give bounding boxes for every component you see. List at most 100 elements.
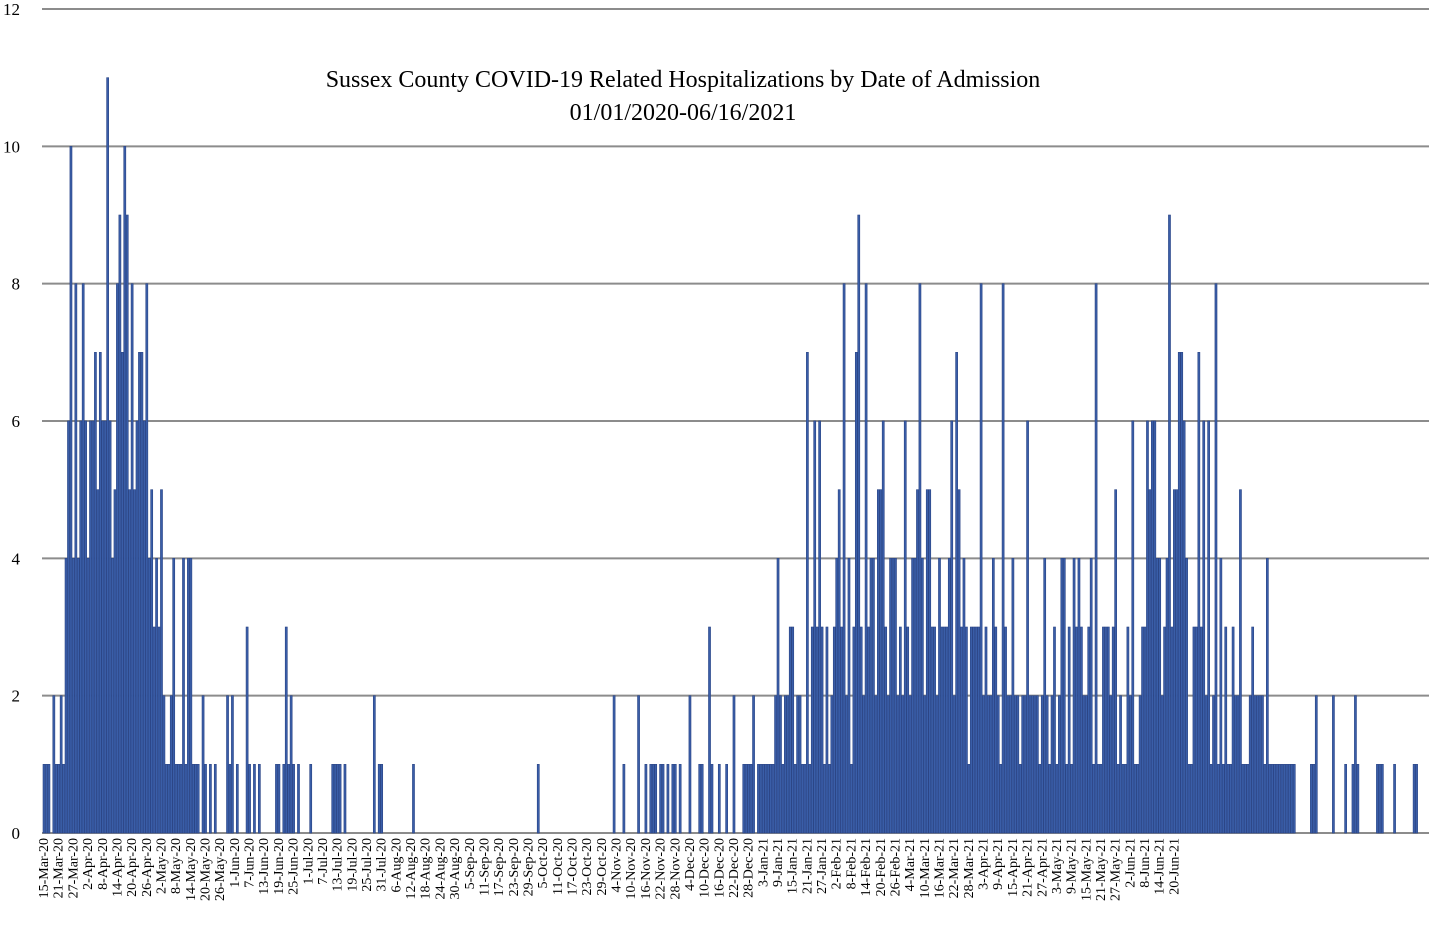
x-tick-label: 30-Aug-20 — [448, 838, 463, 899]
bar — [277, 764, 281, 834]
bar — [862, 695, 865, 834]
bar — [957, 489, 961, 834]
bar — [1055, 764, 1059, 834]
bar — [182, 558, 185, 834]
bar — [184, 764, 188, 834]
bar — [140, 352, 144, 834]
bar — [1310, 764, 1313, 834]
bar — [1393, 764, 1396, 834]
bar — [67, 420, 70, 834]
x-tick-label: 8-Jun-21 — [1138, 838, 1153, 888]
bar — [1170, 626, 1174, 834]
bar — [76, 558, 80, 834]
bar — [921, 558, 924, 834]
bar — [1219, 558, 1223, 834]
bar — [1217, 764, 1220, 834]
bar — [830, 695, 834, 834]
bar — [1092, 764, 1095, 834]
bar — [187, 558, 190, 834]
bar — [160, 489, 163, 834]
bar — [235, 764, 239, 834]
bar — [338, 764, 342, 834]
bar — [1192, 626, 1196, 834]
bar — [925, 489, 929, 834]
x-tick-label: 22-Dec-20 — [727, 838, 742, 898]
bar — [1221, 764, 1225, 834]
bar — [135, 420, 139, 834]
bar — [1009, 695, 1012, 834]
bar — [965, 626, 968, 834]
x-tick-label: 6-Aug-20 — [389, 838, 404, 892]
bar — [128, 489, 132, 834]
bar — [1381, 764, 1384, 834]
bar — [145, 283, 149, 834]
bar — [999, 764, 1003, 834]
bar — [72, 558, 75, 834]
bar — [820, 626, 824, 834]
bar — [1256, 695, 1259, 834]
bar — [857, 214, 861, 834]
bar — [1376, 764, 1379, 834]
bar — [331, 764, 335, 834]
bar — [138, 352, 141, 834]
bar — [1097, 764, 1100, 834]
bar — [960, 626, 963, 834]
bar — [943, 626, 946, 834]
bar — [1236, 695, 1240, 834]
bar — [1241, 764, 1245, 834]
bar — [155, 558, 158, 834]
x-tick-label: 14-May-20 — [184, 838, 199, 901]
bar — [659, 764, 662, 834]
bar — [955, 352, 958, 834]
bar — [1155, 558, 1159, 834]
bar — [1204, 695, 1208, 834]
x-tick-label: 1-Jul-20 — [301, 838, 316, 885]
bar — [1182, 420, 1186, 834]
bar — [1133, 764, 1137, 834]
y-tick-label: 2 — [12, 687, 21, 706]
bar — [1234, 695, 1237, 834]
bar — [872, 558, 875, 834]
bar — [1148, 489, 1152, 834]
bar — [818, 420, 821, 834]
bar — [678, 764, 682, 834]
bar — [1077, 558, 1081, 834]
bar — [1050, 695, 1054, 834]
bar — [938, 558, 941, 834]
x-tick-label: 14-Jun-21 — [1153, 838, 1168, 895]
x-tick-label: 8-Feb-21 — [844, 838, 859, 889]
bar — [81, 283, 85, 834]
bar — [1278, 764, 1281, 834]
bar — [284, 626, 288, 834]
bar — [245, 626, 249, 834]
y-tick-label: 10 — [3, 137, 20, 156]
bar — [889, 558, 892, 834]
bar — [1043, 558, 1047, 834]
bar — [1285, 764, 1289, 834]
x-tick-label: 10-Mar-21 — [918, 838, 933, 898]
x-tick-label: 25-Jul-20 — [360, 838, 375, 892]
bar — [1185, 558, 1188, 834]
bar — [292, 764, 295, 834]
bar — [786, 695, 790, 834]
bar — [1212, 695, 1215, 834]
x-tick-label: 27-Jan-21 — [815, 838, 830, 894]
bar — [945, 626, 949, 834]
x-tick-label: 16-Dec-20 — [712, 838, 727, 898]
bar — [1243, 764, 1247, 834]
bar — [930, 626, 934, 834]
x-tick-label: 23-Sep-20 — [507, 838, 522, 896]
x-tick-label: 4-Dec-20 — [683, 838, 698, 891]
bar — [808, 764, 812, 834]
y-tick-label: 4 — [12, 549, 21, 568]
x-tick-label: 26-Feb-21 — [888, 838, 903, 896]
x-tick-label: 8-Apr-20 — [96, 838, 111, 890]
x-tick-label: 9-May-21 — [1065, 838, 1080, 894]
bar — [637, 695, 640, 834]
bar — [766, 764, 770, 834]
x-tick-label: 20-May-20 — [199, 838, 214, 901]
x-tick-label: 8-May-20 — [169, 838, 184, 894]
x-tick-label: 13-Jun-20 — [257, 838, 272, 895]
x-tick-label: 11-Sep-20 — [477, 838, 492, 896]
